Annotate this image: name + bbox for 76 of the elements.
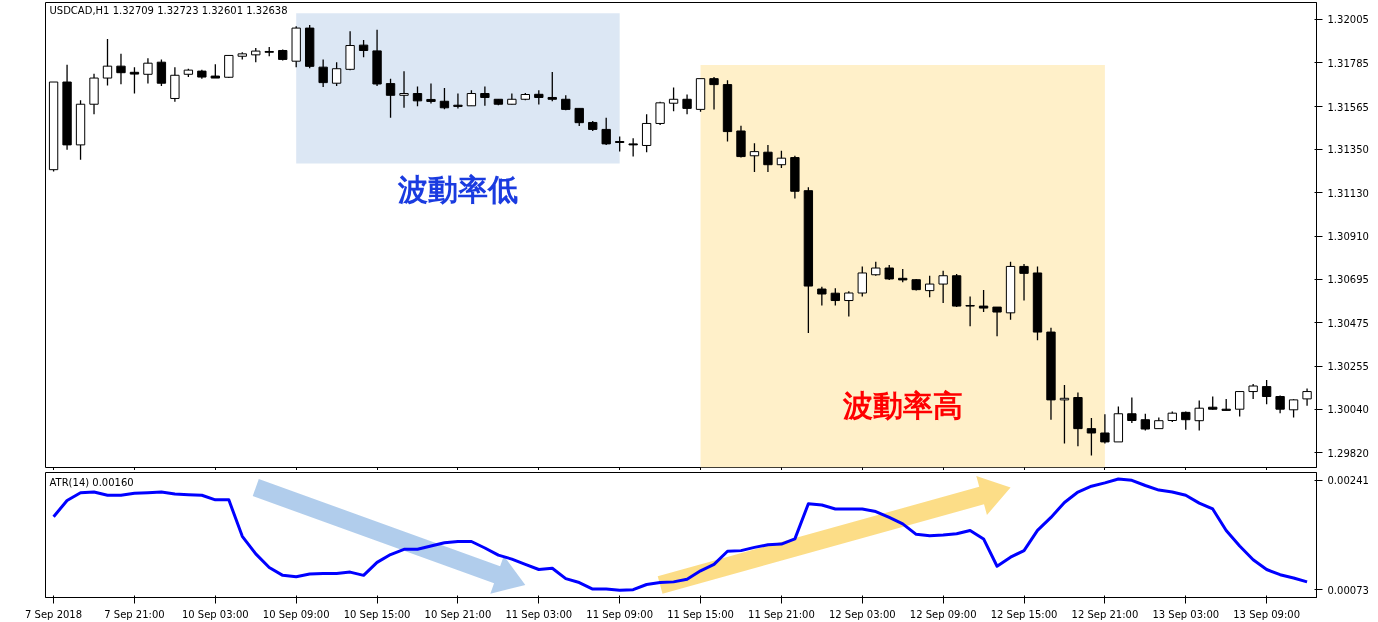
candlestick (925, 275, 935, 298)
y-tick-label: 1.30475 (1327, 317, 1369, 329)
candlestick (628, 137, 638, 158)
chart-title: USDCAD,H1 1.32709 1.32723 1.32601 1.32638 (49, 4, 288, 16)
candlestick (1181, 410, 1191, 431)
candlestick (1235, 390, 1245, 418)
candlestick (143, 57, 153, 85)
candlestick (116, 53, 126, 85)
y-tick-label: 0.00073 (1327, 584, 1369, 596)
y-tick-label: 1.30910 (1327, 231, 1369, 243)
candlestick (439, 87, 450, 110)
x-tick-label: 13 Sep 03:00 (1152, 608, 1220, 620)
candlestick (102, 38, 113, 87)
x-tick-label: 11 Sep 21:00 (748, 608, 815, 620)
y-tick-label: 1.32005 (1327, 14, 1369, 26)
x-tick-label: 11 Sep 03:00 (505, 608, 573, 620)
candlestick (668, 86, 679, 112)
y-tick-label: 1.30695 (1327, 274, 1369, 286)
chart-title: ATR(14) 0.00160 (49, 476, 134, 488)
candlestick (1194, 399, 1204, 432)
candlestick (156, 58, 167, 87)
x-tick-label: 10 Sep 15:00 (343, 608, 411, 620)
x-tick-label: 7 Sep 21:00 (104, 608, 165, 620)
candlestick (331, 61, 342, 87)
candlestick (992, 306, 1002, 337)
x-tick-label: 7 Sep 2018 (25, 608, 83, 620)
candlestick (426, 82, 436, 105)
y-tick-label: 0.00241 (1327, 475, 1369, 487)
candlestick (547, 71, 557, 102)
candlestick (857, 265, 867, 298)
candlestick (1019, 263, 1029, 302)
candlestick (601, 117, 611, 146)
candlestick (412, 85, 423, 107)
x-tick-label: 13 Sep 09:00 (1233, 608, 1301, 620)
x-tick-label: 10 Sep 21:00 (424, 608, 492, 620)
candlestick (1100, 413, 1110, 445)
candlestick (978, 289, 989, 313)
x-tick-label: 12 Sep 09:00 (909, 608, 977, 620)
y-tick-label: 1.29820 (1327, 447, 1369, 459)
candlestick (817, 286, 827, 307)
candlestick (641, 113, 652, 153)
candlestick (938, 270, 948, 304)
candlestick (1086, 417, 1097, 457)
candlestick (480, 85, 490, 107)
y-tick-label: 1.31130 (1327, 187, 1369, 199)
x-tick-label: 11 Sep 15:00 (667, 608, 734, 620)
x-tick-label: 10 Sep 03:00 (181, 608, 249, 620)
band-label: 波動率低 (396, 171, 518, 207)
x-tick-label: 10 Sep 09:00 (262, 608, 330, 620)
y-tick-label: 1.31785 (1327, 57, 1369, 69)
candlestick (399, 70, 409, 109)
x-tick-label: 12 Sep 21:00 (1071, 608, 1139, 620)
candlestick (709, 76, 719, 111)
x-tick-label: 12 Sep 15:00 (990, 608, 1058, 620)
y-tick-label: 1.30255 (1327, 361, 1369, 373)
candlestick (1261, 379, 1272, 405)
candlestick (385, 77, 396, 119)
y-tick-label: 1.30040 (1327, 404, 1369, 415)
candlestick (345, 30, 355, 71)
candlestick (1127, 396, 1137, 424)
candlestick (129, 66, 140, 95)
candlestick (749, 142, 760, 173)
y-tick-label: 1.31565 (1327, 101, 1369, 113)
candlestick (453, 92, 463, 110)
candlestick (682, 93, 692, 115)
band-label: 波動率高 (841, 387, 963, 423)
candlestick (844, 290, 854, 318)
candlestick (318, 58, 328, 88)
candlestick (1059, 384, 1070, 445)
candlestick (170, 66, 180, 103)
candlestick (1288, 398, 1299, 419)
x-tick-label: 12 Sep 03:00 (828, 608, 896, 620)
x-tick-label: 11 Sep 09:00 (586, 608, 654, 620)
candlestick (763, 144, 773, 173)
candlestick (965, 295, 975, 327)
y-tick-label: 1.31350 (1327, 144, 1369, 156)
